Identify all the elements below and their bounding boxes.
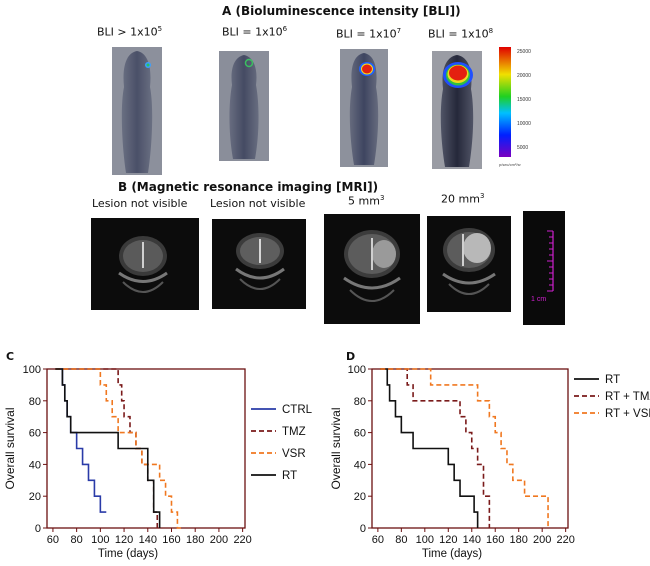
series-line-rt bbox=[380, 368, 479, 528]
y-tick-label: 60 bbox=[29, 428, 41, 440]
panel-b-title: B (Magnetic resonance imaging [MRI]) bbox=[118, 180, 379, 194]
y-tick-label: 60 bbox=[354, 428, 366, 440]
y-axis-label: Overall survival bbox=[330, 407, 343, 489]
x-tick-label: 60 bbox=[372, 534, 384, 546]
panel-d-letter: D bbox=[346, 350, 356, 363]
y-tick-label: 100 bbox=[23, 364, 41, 376]
bli-label-1: BLI > 1x105 bbox=[97, 25, 163, 39]
y-tick-label: 80 bbox=[354, 396, 366, 408]
colorbar-unit: p/sec/cm²/sr bbox=[499, 162, 521, 167]
bli-mouse-image-1 bbox=[112, 47, 162, 175]
x-tick-label: 140 bbox=[139, 534, 157, 546]
x-tick-label: 100 bbox=[91, 534, 109, 546]
mri-image-3 bbox=[324, 214, 420, 324]
mri-label-1: Lesion not visible bbox=[92, 197, 188, 210]
bli-colorbar: 25000 20000 15000 10000 5000 p/sec/cm²/s… bbox=[499, 47, 531, 167]
legend-label: CTRL bbox=[282, 404, 313, 416]
y-tick-label: 40 bbox=[29, 459, 41, 471]
x-tick-label: 60 bbox=[47, 534, 59, 546]
x-tick-label: 160 bbox=[486, 534, 504, 546]
bli-label-2: BLI = 1x106 bbox=[222, 25, 288, 39]
y-tick-label: 0 bbox=[360, 523, 366, 535]
legend-label: RT + VSR bbox=[605, 408, 650, 420]
legend-label: RT bbox=[605, 374, 620, 386]
series-line-rt bbox=[55, 368, 161, 528]
colorbar-tick-10000: 10000 bbox=[517, 121, 531, 127]
series-line-rt-tmz bbox=[380, 368, 491, 528]
mri-label-4: 20 mm3 bbox=[441, 192, 485, 206]
x-tick-label: 200 bbox=[533, 534, 551, 546]
x-tick-label: 200 bbox=[210, 534, 228, 546]
x-tick-label: 80 bbox=[395, 534, 407, 546]
panel-c-letter: C bbox=[6, 350, 15, 363]
bli-label-3: BLI = 1x107 bbox=[336, 27, 402, 41]
x-axis-label: Time (days) bbox=[98, 548, 158, 560]
legend-label: VSR bbox=[282, 448, 306, 460]
mri-image-1 bbox=[91, 218, 199, 310]
colorbar-tick-5000: 5000 bbox=[517, 145, 528, 151]
colorbar-tick-20000: 20000 bbox=[517, 73, 531, 79]
bli-label-4: BLI = 1x108 bbox=[428, 27, 494, 41]
y-tick-label: 100 bbox=[348, 364, 366, 376]
colorbar-tick-25000: 25000 bbox=[517, 49, 531, 55]
x-tick-label: 80 bbox=[71, 534, 83, 546]
bli-mouse-image-4 bbox=[432, 51, 482, 169]
x-tick-label: 160 bbox=[162, 534, 180, 546]
y-tick-label: 20 bbox=[29, 491, 41, 503]
legend-label: TMZ bbox=[282, 426, 306, 438]
y-tick-label: 0 bbox=[35, 523, 41, 535]
legend-label: RT bbox=[282, 470, 297, 482]
x-tick-label: 100 bbox=[416, 534, 434, 546]
mri-image-4 bbox=[427, 216, 511, 312]
x-tick-label: 180 bbox=[510, 534, 528, 546]
colorbar-tick-15000: 15000 bbox=[517, 97, 531, 103]
mri-label-2: Lesion not visible bbox=[210, 197, 306, 210]
y-tick-label: 40 bbox=[354, 459, 366, 471]
y-tick-label: 80 bbox=[29, 396, 41, 408]
y-axis-label: Overall survival bbox=[3, 407, 17, 489]
bli-mouse-image-2 bbox=[219, 51, 269, 161]
scale-label: 1 cm bbox=[531, 296, 546, 303]
mri-label-3: 5 mm3 bbox=[348, 194, 385, 208]
series-line-ctrl bbox=[55, 368, 107, 513]
plot-frame bbox=[371, 368, 569, 529]
x-axis-label: Time (days) bbox=[422, 548, 482, 560]
x-tick-label: 140 bbox=[463, 534, 481, 546]
x-tick-label: 220 bbox=[233, 534, 251, 546]
y-tick-label: 20 bbox=[354, 491, 366, 503]
mri-image-2 bbox=[212, 219, 306, 309]
mri-scale-bar: 1 cm bbox=[523, 211, 565, 325]
x-tick-label: 220 bbox=[556, 534, 574, 546]
series-line-rt-vsr bbox=[380, 368, 549, 528]
legend-label: RT + TMZ bbox=[605, 391, 650, 403]
x-tick-label: 120 bbox=[115, 534, 133, 546]
x-tick-label: 120 bbox=[439, 534, 457, 546]
panel-a-title: A (Bioluminescence intensity [BLI]) bbox=[222, 4, 461, 18]
x-tick-label: 180 bbox=[186, 534, 204, 546]
plot-frame bbox=[46, 368, 246, 529]
bli-mouse-image-3 bbox=[340, 49, 388, 167]
